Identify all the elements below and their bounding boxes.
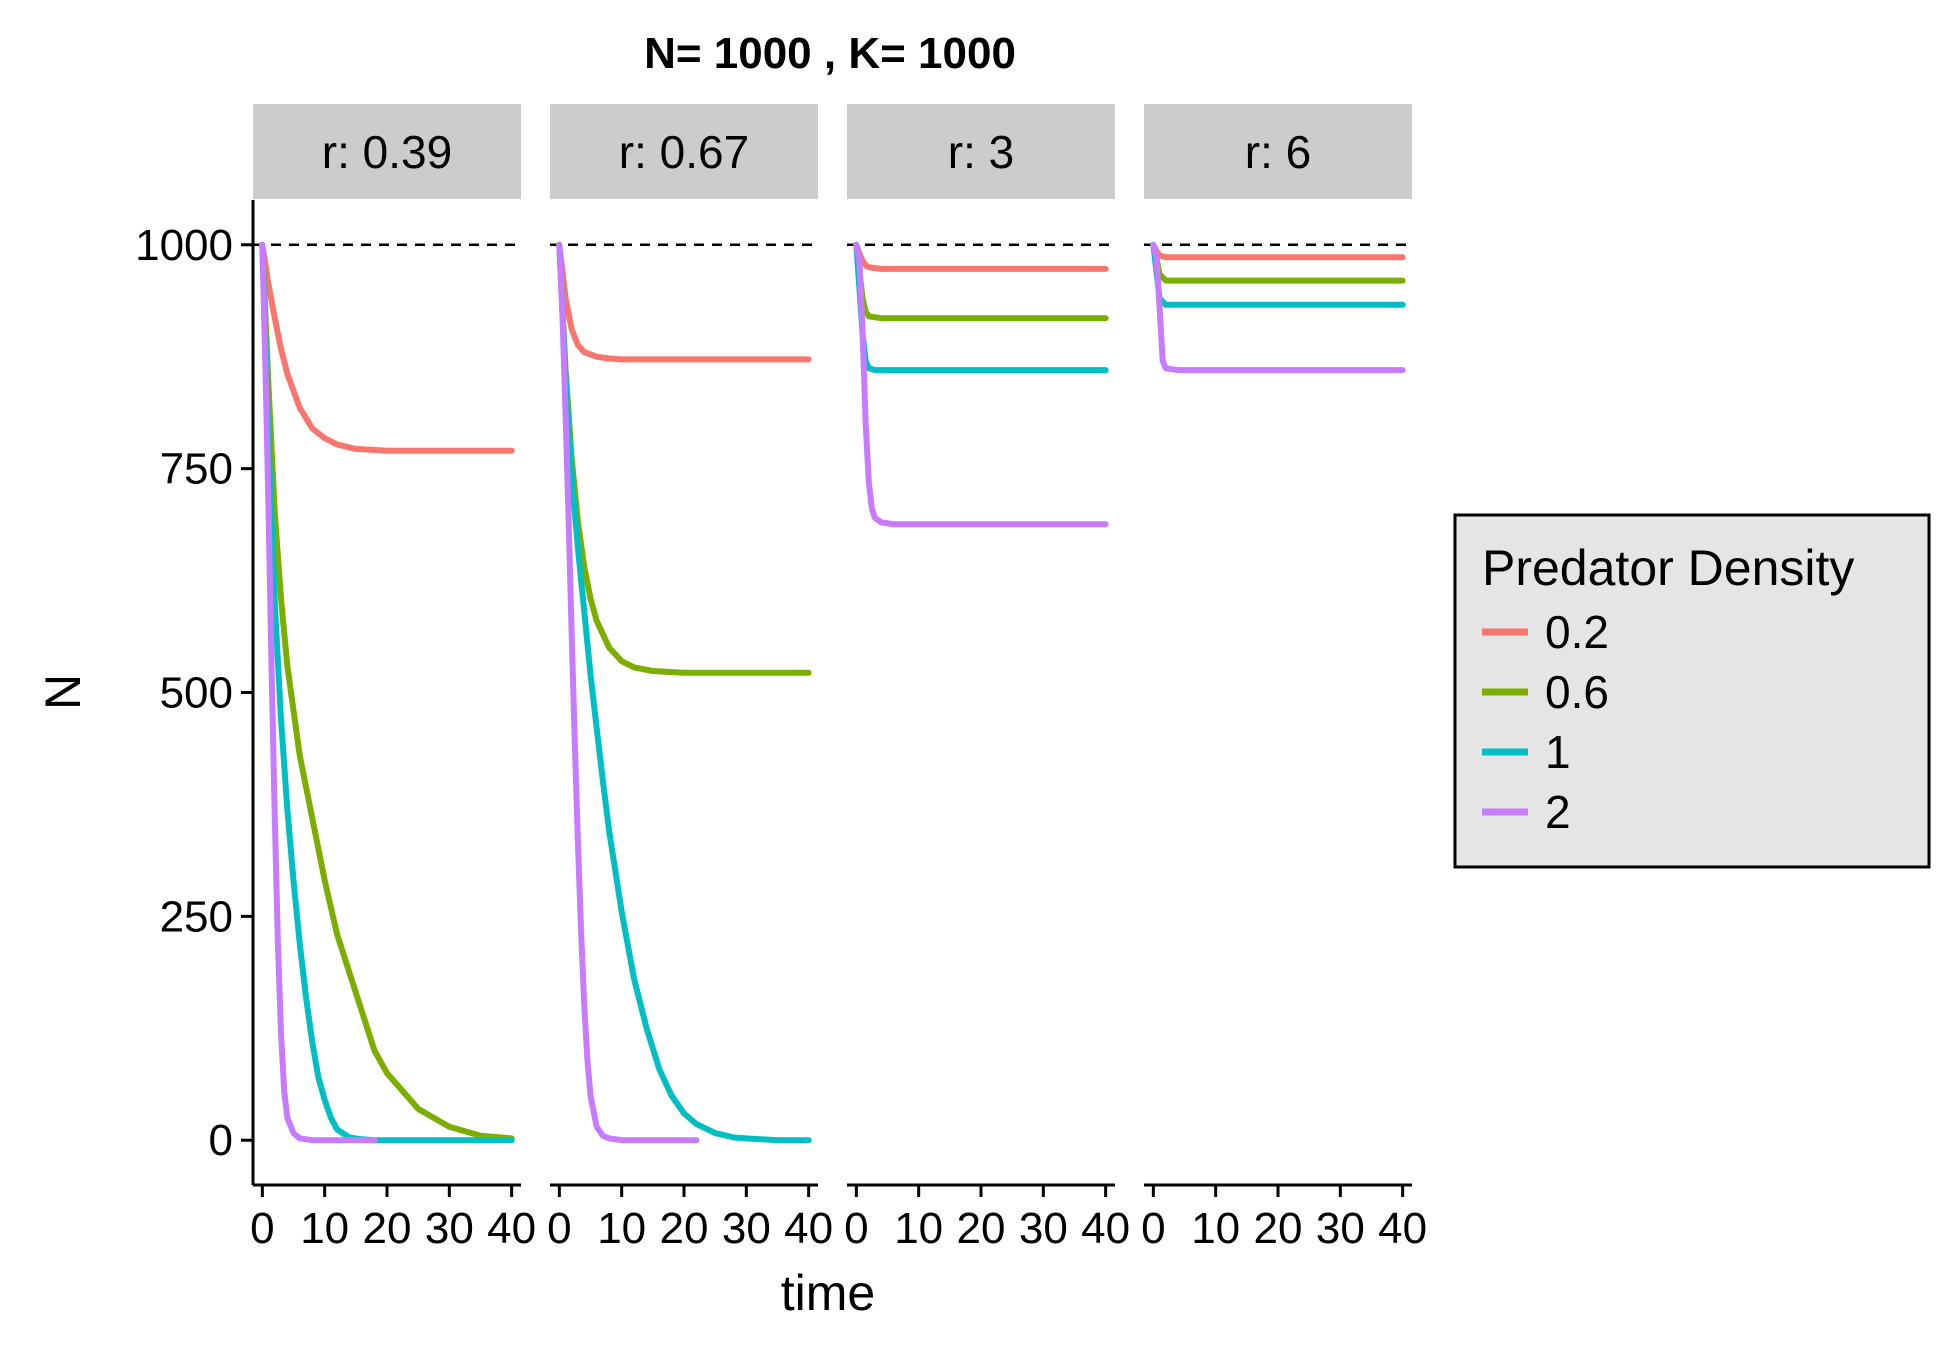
legend-label: 0.2 — [1545, 606, 1609, 658]
x-tick-label: 20 — [957, 1204, 1006, 1253]
facet-strip — [847, 104, 1115, 199]
series-line-0-2 — [556, 241, 812, 363]
x-tick-label: 40 — [784, 1204, 833, 1253]
x-tick-label: 10 — [894, 1204, 943, 1253]
legend-label: 1 — [1545, 726, 1571, 778]
facet-strip — [253, 104, 521, 199]
x-tick-label: 40 — [1081, 1204, 1130, 1253]
x-tick-label: 0 — [844, 1204, 868, 1253]
y-tick-label: 250 — [160, 892, 233, 941]
series-line-2 — [853, 241, 1109, 528]
x-tick-label: 0 — [250, 1204, 274, 1253]
x-tick-label: 10 — [1191, 1204, 1240, 1253]
x-tick-label: 10 — [300, 1204, 349, 1253]
facet-strip-label: r: 3 — [948, 126, 1014, 178]
y-tick-label: 0 — [209, 1116, 233, 1165]
x-tick-label: 20 — [363, 1204, 412, 1253]
facet-strip-label: r: 0.67 — [619, 126, 749, 178]
series-line-2 — [1150, 241, 1406, 374]
y-axis-label: N — [35, 674, 91, 710]
facet-panel: r: 3 0 10 20 30 40 — [844, 104, 1130, 1253]
series-line-0-6 — [259, 241, 515, 1142]
x-tick-label: 30 — [425, 1204, 474, 1253]
x-tick-label: 30 — [1019, 1204, 1068, 1253]
x-tick-label: 20 — [660, 1204, 709, 1253]
chart-title: N= 1000 , K= 1000 — [644, 29, 1016, 78]
y-axis: 0 250 500 750 1000 — [135, 200, 255, 1185]
facet-strip — [1144, 104, 1412, 199]
x-tick-label: 40 — [487, 1204, 536, 1253]
facet-panel: r: 0.39 0 10 20 30 40 — [250, 104, 536, 1253]
facet-strip-label: r: 0.39 — [322, 126, 452, 178]
legend: Predator Density 0.2 0.6 1 2 — [1453, 513, 1931, 869]
x-tick-label: 40 — [1378, 1204, 1427, 1253]
x-tick-label: 10 — [597, 1204, 646, 1253]
x-axis-label: time — [781, 1265, 875, 1321]
series-line-1 — [259, 241, 515, 1144]
legend-label: 2 — [1545, 786, 1571, 838]
facet-panel: r: 6 0 10 20 30 40 — [1141, 104, 1427, 1253]
x-tick-label: 20 — [1254, 1204, 1303, 1253]
series-line-2 — [556, 241, 700, 1144]
facet-strip — [550, 104, 818, 199]
x-tick-label: 0 — [1141, 1204, 1165, 1253]
legend-title: Predator Density — [1482, 540, 1854, 596]
legend-box — [1453, 513, 1931, 869]
series-line-2 — [259, 241, 378, 1144]
x-tick-label: 30 — [1316, 1204, 1365, 1253]
series-line-0-2 — [259, 241, 515, 454]
facet-panels: r: 0.39 0 10 20 30 40 r: 0.67 0 10 20 30 40 r: 3 0 10 2… — [250, 104, 1427, 1253]
legend-label: 0.6 — [1545, 666, 1609, 718]
series-line-1 — [556, 241, 812, 1144]
y-tick-label: 750 — [160, 445, 233, 494]
facet-strip-label: r: 6 — [1245, 126, 1311, 178]
y-tick-label: 1000 — [135, 221, 233, 270]
y-tick-label: 500 — [160, 669, 233, 718]
x-tick-label: 30 — [722, 1204, 771, 1253]
facet-panel: r: 0.67 0 10 20 30 40 — [547, 104, 833, 1253]
legend-entries: 0.2 0.6 1 2 — [1482, 606, 1609, 838]
x-tick-label: 0 — [547, 1204, 571, 1253]
